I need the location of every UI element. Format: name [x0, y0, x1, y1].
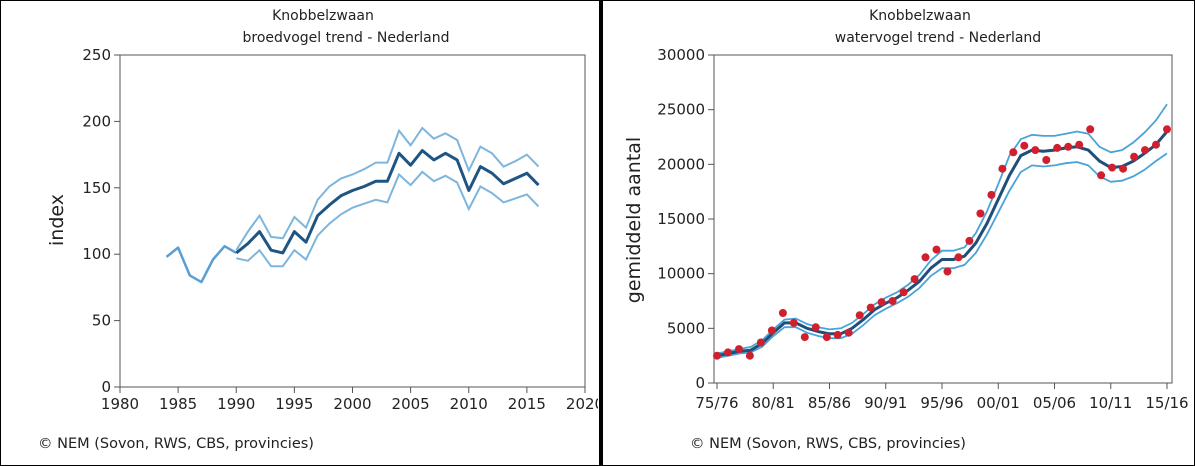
data-point [965, 236, 974, 245]
y-tick-label: 0 [101, 378, 111, 396]
data-point [877, 298, 886, 307]
data-point [976, 209, 985, 218]
data-point [1130, 152, 1139, 161]
data-point [987, 190, 996, 199]
x-tick-label: 1995 [275, 395, 313, 413]
chart-subtitle: broedvogel trend - Nederland [243, 30, 450, 46]
data-point [1108, 163, 1117, 172]
data-point [1075, 140, 1084, 149]
x-tick-label: 1980 [101, 395, 139, 413]
chart-subtitle: watervogel trend - Nederland [835, 30, 1041, 46]
data-point [800, 333, 809, 342]
x-tick-label: 00/01 [977, 394, 1020, 412]
x-tick-label: 05/06 [1033, 394, 1076, 412]
y-tick-label: 20000 [657, 155, 705, 173]
data-point [921, 253, 930, 262]
y-tick-label: 25000 [657, 101, 705, 119]
waterbird-trend-panel: Knobbelzwaan watervogel trend - Nederlan… [604, 0, 1194, 466]
confidence-lower-line [716, 152, 1168, 359]
confidence-lower-line [236, 170, 540, 268]
y-tick-label: 150 [82, 179, 111, 197]
data-point [811, 323, 820, 332]
x-tick-label: 2000 [333, 395, 371, 413]
data-point [833, 330, 842, 339]
data-point [954, 253, 963, 262]
chart-title: Knobbelzwaan [272, 8, 374, 24]
source-credit: © NEM (Sovon, RWS, CBS, provincies) [38, 436, 314, 452]
data-point [1097, 171, 1106, 180]
y-axis-label: index [46, 194, 68, 246]
x-tick-label: 90/91 [864, 394, 907, 412]
data-point [735, 345, 743, 354]
x-tick-label: 2010 [450, 395, 488, 413]
smoothed-trend-line [716, 130, 1169, 358]
data-point [724, 348, 732, 357]
plot-area [119, 54, 586, 388]
data-point [1119, 164, 1128, 173]
data-point [932, 245, 941, 254]
source-credit: © NEM (Sovon, RWS, CBS, provincies) [690, 436, 966, 452]
breeding-trend-chart: Knobbelzwaan broedvogel trend - Nederlan… [38, 8, 598, 452]
y-tick-label: 50 [92, 312, 111, 330]
data-point [1086, 125, 1095, 134]
data-point [1053, 143, 1062, 152]
data-point [1141, 146, 1149, 155]
data-point [778, 309, 787, 317]
panel-divider [599, 0, 603, 466]
y-tick-label: 200 [82, 112, 111, 130]
x-tick-label: 1985 [159, 395, 197, 413]
data-point [713, 351, 721, 360]
x-tick-label: 85/86 [808, 394, 851, 412]
data-point [899, 288, 908, 297]
data-point [998, 164, 1007, 173]
x-tick-label: 2005 [392, 395, 430, 413]
x-tick-label: 10/11 [1089, 394, 1132, 412]
x-tick-label: 80/81 [752, 394, 795, 412]
confidence-upper-line [716, 103, 1168, 355]
y-tick-label: 0 [695, 374, 705, 392]
data-point [1031, 146, 1040, 155]
data-point [767, 326, 776, 335]
y-tick-label: 5000 [667, 319, 705, 337]
index-trend-line [235, 149, 540, 255]
early-index-line [165, 244, 237, 284]
data-point [745, 351, 754, 360]
data-point [855, 311, 864, 320]
data-point [888, 297, 897, 305]
data-point [1020, 141, 1029, 150]
waterbird-trend-chart: Knobbelzwaan watervogel trend - Nederlan… [623, 8, 1189, 452]
x-tick-label: 1990 [217, 395, 255, 413]
confidence-upper-line [235, 126, 540, 251]
data-point [1163, 125, 1171, 134]
breeding-trend-panel: Knobbelzwaan broedvogel trend - Nederlan… [1, 0, 598, 466]
data-point [1042, 156, 1051, 164]
x-tick-label: 75/76 [695, 394, 738, 412]
data-point [1009, 148, 1018, 157]
x-tick-label: 15/16 [1145, 394, 1188, 412]
data-point [910, 275, 919, 284]
data-point [1064, 142, 1073, 151]
chart-title: Knobbelzwaan [869, 8, 971, 24]
data-point [943, 267, 952, 276]
y-tick-label: 10000 [657, 265, 705, 283]
x-tick-label: 2020 [566, 395, 598, 413]
data-point [822, 333, 831, 342]
plot-area [713, 54, 1173, 384]
data-point [789, 318, 798, 327]
y-tick-label: 30000 [657, 46, 705, 64]
data-point [866, 303, 875, 312]
x-tick-label: 2015 [508, 395, 546, 413]
y-tick-label: 15000 [657, 210, 705, 228]
data-point [1152, 140, 1160, 149]
data-point [844, 328, 853, 337]
x-tick-label: 95/96 [920, 394, 963, 412]
y-tick-label: 100 [82, 245, 111, 263]
y-tick-label: 250 [82, 46, 111, 64]
data-point [756, 338, 765, 347]
y-axis-label: gemiddeld aantal [623, 137, 645, 303]
